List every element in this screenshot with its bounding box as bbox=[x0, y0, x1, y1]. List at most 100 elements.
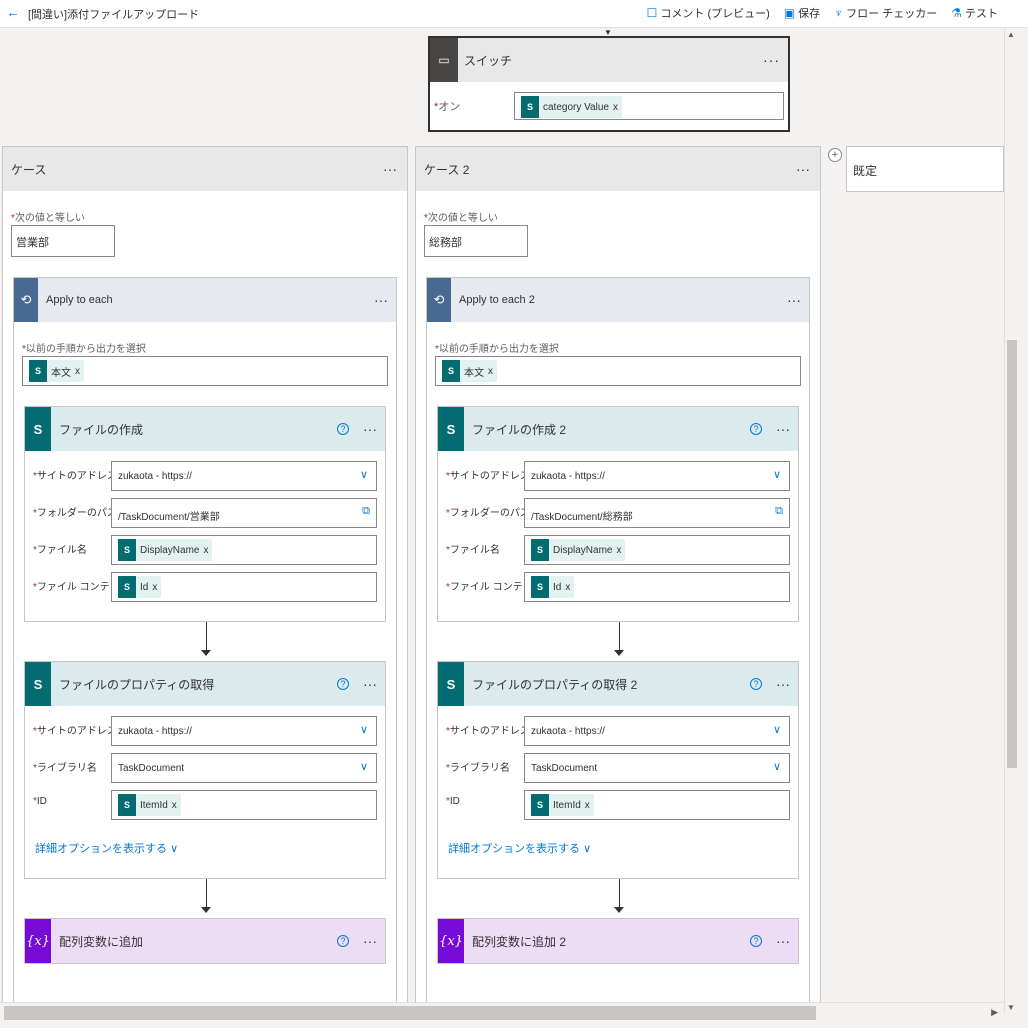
more-options-icon[interactable]: ··· bbox=[383, 161, 397, 177]
more-options-icon[interactable]: ··· bbox=[374, 292, 388, 308]
back-arrow-icon[interactable]: ← bbox=[6, 4, 20, 20]
id-input[interactable]: S ItemId x bbox=[111, 790, 377, 820]
add-case-icon[interactable]: + bbox=[828, 148, 842, 162]
help-icon[interactable]: ? bbox=[750, 935, 762, 947]
token-remove-icon[interactable]: x bbox=[75, 365, 80, 377]
default-case-card[interactable]: 既定 bbox=[846, 146, 1004, 192]
library-name-dropdown[interactable]: TaskDocument ∨ bbox=[524, 753, 790, 783]
site-address-dropdown[interactable]: zukaota - https:// ∨ bbox=[524, 716, 790, 746]
more-options-icon[interactable]: ··· bbox=[787, 292, 801, 308]
file-name-input[interactable]: S DisplayName x bbox=[111, 535, 377, 565]
apply-to-each-header[interactable]: ⟲ Apply to each 2 ··· bbox=[427, 278, 809, 322]
flow-checker-button[interactable]: ♆ フロー チェッカー bbox=[834, 5, 937, 21]
more-options-icon[interactable]: ··· bbox=[363, 421, 377, 437]
help-icon[interactable]: ? bbox=[337, 423, 349, 435]
more-options-icon[interactable]: ··· bbox=[363, 676, 377, 692]
more-options-icon[interactable]: ··· bbox=[363, 933, 377, 949]
dynamic-token[interactable]: S DisplayName x bbox=[531, 539, 626, 561]
token-remove-icon[interactable]: x bbox=[616, 544, 622, 556]
folder-path-input[interactable]: /TaskDocument/総務部 ⧉ bbox=[524, 498, 790, 528]
switch-action-card[interactable]: ▭ スイッチ ··· *オン S category Value x bbox=[428, 36, 790, 132]
append-to-array-header[interactable]: {x} 配列変数に追加 2 ? ··· bbox=[438, 919, 798, 963]
folder-path-input[interactable]: /TaskDocument/営業部 ⧉ bbox=[111, 498, 377, 528]
file-content-input[interactable]: S Id x bbox=[524, 572, 790, 602]
scroll-down-icon[interactable]: ▼ bbox=[1007, 1003, 1015, 1012]
get-file-properties-header[interactable]: S ファイルのプロパティの取得 ? ··· bbox=[25, 662, 385, 706]
show-advanced-options-link[interactable]: 詳細オプションを表示する ∨ bbox=[448, 840, 591, 856]
create-file-header[interactable]: S ファイルの作成 2 ? ··· bbox=[438, 407, 798, 451]
site-address-dropdown[interactable]: zukaota - https:// ∨ bbox=[111, 461, 377, 491]
scroll-up-icon[interactable]: ▲ bbox=[1007, 30, 1015, 39]
dynamic-token[interactable]: S DisplayName x bbox=[118, 539, 213, 561]
more-options-icon[interactable]: ··· bbox=[776, 676, 790, 692]
show-advanced-options-link[interactable]: 詳細オプションを表示する ∨ bbox=[35, 840, 178, 856]
case-header[interactable]: ケース ··· bbox=[3, 147, 407, 191]
create-file-header[interactable]: S ファイルの作成 ? ··· bbox=[25, 407, 385, 451]
chevron-down-icon[interactable]: ∨ bbox=[772, 761, 781, 773]
get-file-properties-card[interactable]: S ファイルのプロパティの取得 2 ? ··· *サイトのアドレス zukaot… bbox=[437, 661, 799, 879]
create-file-card[interactable]: S ファイルの作成 2 ? ··· *サイトのアドレス zukaota - ht… bbox=[437, 406, 799, 622]
test-button[interactable]: ⚗ テスト bbox=[951, 5, 998, 21]
dynamic-token[interactable]: S ItemId x bbox=[531, 794, 594, 816]
dynamic-token[interactable]: S category Value x bbox=[521, 96, 622, 118]
switch-header[interactable]: ▭ スイッチ ··· bbox=[430, 38, 788, 82]
site-address-dropdown[interactable]: zukaota - https:// ∨ bbox=[524, 461, 790, 491]
case-header[interactable]: ケース 2 ··· bbox=[416, 147, 820, 191]
help-icon[interactable]: ? bbox=[337, 678, 349, 690]
token-remove-icon[interactable]: x bbox=[171, 799, 177, 811]
chevron-down-icon[interactable]: ∨ bbox=[772, 724, 781, 736]
chevron-down-icon[interactable]: ∨ bbox=[359, 724, 368, 736]
append-to-array-card[interactable]: {x} 配列変数に追加 ? ··· bbox=[24, 918, 386, 964]
case-card-1[interactable]: ケース ··· *次の値と等しい 営業部 ⟲ Apply to each ···… bbox=[2, 146, 408, 1002]
apply-to-each-header[interactable]: ⟲ Apply to each ··· bbox=[14, 278, 396, 322]
chevron-down-icon[interactable]: ∨ bbox=[772, 469, 781, 481]
dynamic-token[interactable]: S ItemId x bbox=[118, 794, 181, 816]
chevron-down-icon[interactable]: ∨ bbox=[359, 761, 368, 773]
file-content-input[interactable]: S Id x bbox=[111, 572, 377, 602]
dynamic-token[interactable]: S Id x bbox=[118, 576, 162, 598]
case-card-2[interactable]: ケース 2 ··· *次の値と等しい 総務部 ⟲ Apply to each 2… bbox=[415, 146, 821, 1002]
select-output-input[interactable]: S 本文 x bbox=[435, 356, 801, 386]
library-name-dropdown[interactable]: TaskDocument ∨ bbox=[111, 753, 377, 783]
site-address-dropdown[interactable]: zukaota - https:// ∨ bbox=[111, 716, 377, 746]
scroll-right-icon[interactable]: ▶ bbox=[991, 1007, 998, 1017]
apply-to-each-card[interactable]: ⟲ Apply to each ··· *以前の手順から出力を選択 S 本文 x S… bbox=[13, 277, 397, 1002]
token-remove-icon[interactable]: x bbox=[584, 799, 590, 811]
vertical-scrollbar[interactable]: ▲ ▼ bbox=[1004, 28, 1028, 1014]
dynamic-token[interactable]: S Id x bbox=[531, 576, 575, 598]
save-button[interactable]: ▣ 保存 bbox=[784, 5, 820, 21]
more-options-icon[interactable]: ··· bbox=[776, 421, 790, 437]
file-name-input[interactable]: S DisplayName x bbox=[524, 535, 790, 565]
append-to-array-header[interactable]: {x} 配列変数に追加 ? ··· bbox=[25, 919, 385, 963]
select-output-input[interactable]: S 本文 x bbox=[22, 356, 388, 386]
dynamic-token[interactable]: S 本文 x bbox=[29, 360, 84, 382]
append-to-array-card[interactable]: {x} 配列変数に追加 2 ? ··· bbox=[437, 918, 799, 964]
equals-input[interactable]: 総務部 bbox=[424, 225, 528, 257]
vertical-scroll-thumb[interactable] bbox=[1007, 340, 1017, 768]
help-icon[interactable]: ? bbox=[337, 935, 349, 947]
comment-button[interactable]: ☐ コメント (プレビュー) bbox=[647, 5, 770, 21]
switch-on-input[interactable]: S category Value x bbox=[514, 92, 784, 120]
horizontal-scrollbar[interactable]: ▶ bbox=[0, 1002, 1004, 1022]
token-remove-icon[interactable]: x bbox=[612, 101, 618, 113]
horizontal-scroll-thumb[interactable] bbox=[4, 1006, 816, 1020]
create-file-card[interactable]: S ファイルの作成 ? ··· *サイトのアドレス zukaota - http… bbox=[24, 406, 386, 622]
help-icon[interactable]: ? bbox=[750, 423, 762, 435]
token-remove-icon[interactable]: x bbox=[488, 365, 493, 377]
token-remove-icon[interactable]: x bbox=[565, 581, 571, 593]
folder-picker-icon[interactable]: ⧉ bbox=[362, 505, 370, 517]
token-remove-icon[interactable]: x bbox=[152, 581, 158, 593]
apply-to-each-card[interactable]: ⟲ Apply to each 2 ··· *以前の手順から出力を選択 S 本文 x… bbox=[426, 277, 810, 1002]
more-options-icon[interactable]: ··· bbox=[796, 161, 810, 177]
dynamic-token[interactable]: S 本文 x bbox=[442, 360, 497, 382]
id-input[interactable]: S ItemId x bbox=[524, 790, 790, 820]
token-remove-icon[interactable]: x bbox=[203, 544, 209, 556]
help-icon[interactable]: ? bbox=[750, 678, 762, 690]
get-file-properties-card[interactable]: S ファイルのプロパティの取得 ? ··· *サイトのアドレス zukaota … bbox=[24, 661, 386, 879]
folder-picker-icon[interactable]: ⧉ bbox=[775, 505, 783, 517]
equals-input[interactable]: 営業部 bbox=[11, 225, 115, 257]
get-file-properties-header[interactable]: S ファイルのプロパティの取得 2 ? ··· bbox=[438, 662, 798, 706]
more-options-icon[interactable]: ··· bbox=[776, 933, 790, 949]
more-options-icon[interactable]: ··· bbox=[763, 52, 780, 68]
chevron-down-icon[interactable]: ∨ bbox=[359, 469, 368, 481]
